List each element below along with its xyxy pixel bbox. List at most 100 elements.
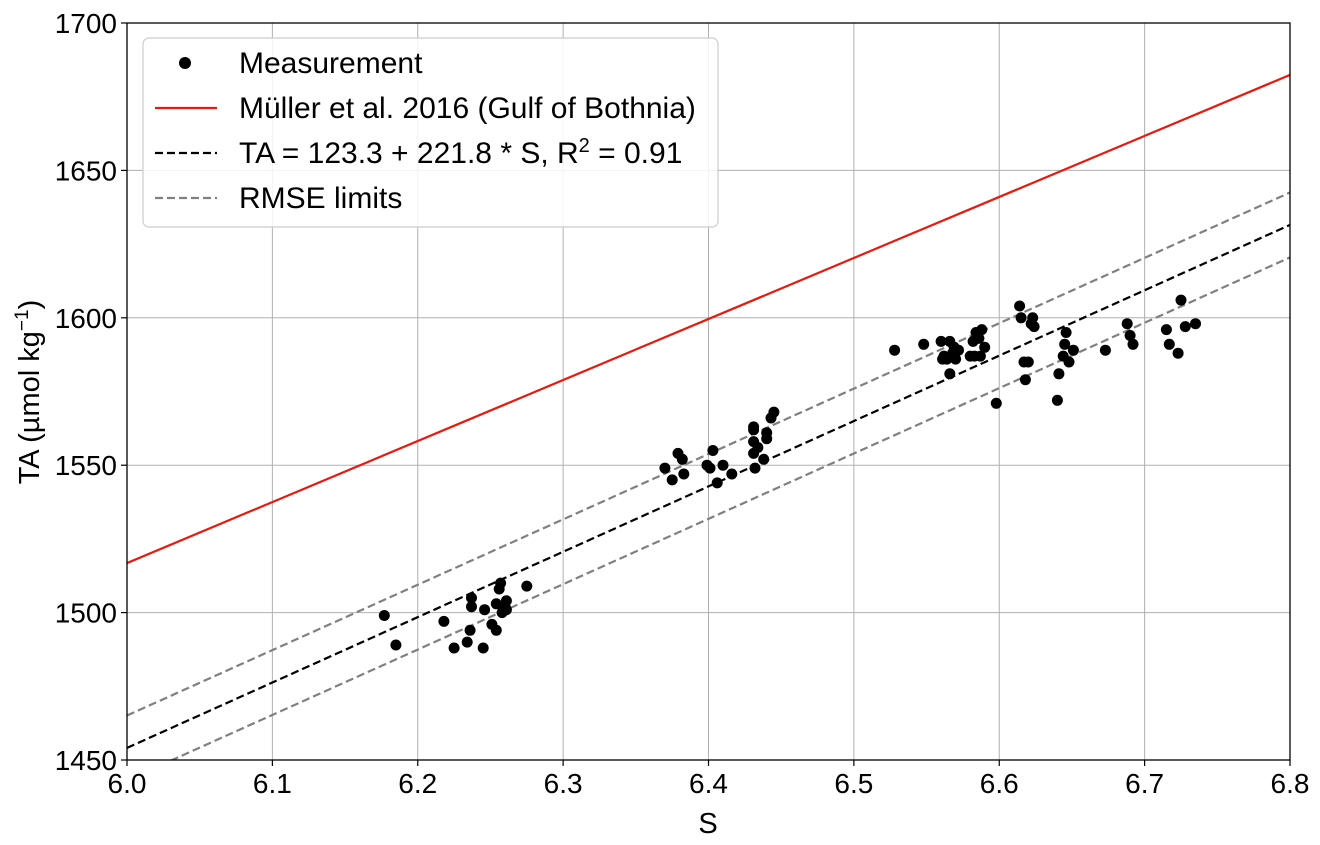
measurement-point bbox=[1027, 312, 1039, 324]
series-line-rmse-limits bbox=[169, 256, 1290, 760]
measurement-point bbox=[758, 453, 770, 465]
y-tick-label: 1450 bbox=[55, 745, 117, 776]
measurement-point bbox=[1019, 374, 1031, 386]
legend-label-fit-exponent: 2 bbox=[579, 135, 590, 157]
legend-marker-measurement bbox=[179, 57, 191, 69]
measurement-point bbox=[466, 601, 477, 613]
series-line-ta-123-3-221-8-s-r2-0-91 bbox=[127, 223, 1290, 749]
measurement-point bbox=[918, 338, 930, 350]
y-tick-label: 1500 bbox=[55, 598, 117, 629]
measurement-point bbox=[495, 577, 507, 589]
measurement-point bbox=[390, 639, 402, 651]
y-axis-label-exponent: −1 bbox=[12, 309, 33, 331]
legend-label-rmse: RMSE limits bbox=[239, 182, 402, 215]
measurement-point bbox=[438, 615, 450, 627]
measurement-point bbox=[1028, 321, 1040, 333]
measurement-point bbox=[464, 624, 476, 636]
measurement-point bbox=[1190, 318, 1201, 330]
x-tick-label: 6.7 bbox=[1125, 768, 1164, 799]
axis-ticks: 6.0 6.1 6.2 6.3 6.4 6.5 6.6 6.7 6.8 1450 1500 1550 1… bbox=[55, 8, 1310, 799]
y-tick-label: 1550 bbox=[55, 450, 117, 481]
measurement-point bbox=[1172, 347, 1184, 359]
plot-area bbox=[127, 73, 1290, 760]
measurement-point bbox=[490, 598, 502, 610]
measurement-point bbox=[676, 453, 688, 465]
measurement-point bbox=[761, 433, 773, 445]
x-tick-label: 6.8 bbox=[1271, 768, 1310, 799]
measurement-point bbox=[726, 468, 738, 480]
measurement-point bbox=[678, 468, 690, 480]
measurement-point bbox=[1099, 344, 1111, 356]
measurement-point bbox=[889, 344, 901, 356]
legend-label-fit-tail: = 0.91 bbox=[590, 137, 683, 170]
x-tick-label: 6.4 bbox=[689, 768, 728, 799]
x-axis-label: S bbox=[698, 808, 717, 840]
legend-label-fit: TA = 123.3 + 221.8 * S, R2 = 0.91 bbox=[239, 135, 682, 170]
measurement-point bbox=[768, 406, 780, 418]
measurement-point bbox=[1163, 338, 1175, 350]
measurement-point bbox=[1060, 327, 1072, 338]
measurement-point bbox=[490, 624, 502, 636]
measurement-point bbox=[974, 350, 986, 362]
measurement-point bbox=[448, 642, 460, 654]
measurement-point bbox=[1051, 394, 1063, 406]
measurement-point bbox=[1059, 338, 1071, 350]
measurement-point bbox=[711, 477, 723, 489]
series-line-rmse-limits bbox=[127, 191, 1290, 717]
legend-label-muller: Müller et al. 2016 (Gulf of Bothnia) bbox=[239, 92, 696, 125]
measurement-point bbox=[707, 445, 719, 456]
measurement-point bbox=[461, 636, 473, 648]
x-tick-label: 6.0 bbox=[108, 768, 147, 799]
measurement-point bbox=[1175, 294, 1187, 306]
y-axis-label: TA (µmol kg−1) bbox=[12, 300, 46, 485]
measurement-point bbox=[466, 592, 477, 604]
y-axis-label-close: ) bbox=[14, 300, 46, 310]
measurement-point bbox=[477, 642, 489, 654]
x-tick-label: 6.2 bbox=[398, 768, 437, 799]
legend-label-measurement: Measurement bbox=[239, 47, 423, 80]
x-tick-label: 6.1 bbox=[253, 768, 292, 799]
legend-label-fit-main: TA = 123.3 + 221.8 * S, R bbox=[239, 137, 579, 170]
measurement-point bbox=[1053, 368, 1065, 380]
scatter-points bbox=[378, 294, 1201, 654]
measurement-point bbox=[500, 604, 512, 616]
measurement-point bbox=[752, 442, 764, 453]
measurement-point bbox=[935, 335, 947, 347]
y-tick-label: 1700 bbox=[55, 8, 117, 39]
y-axis-label-main: TA (µmol kg bbox=[14, 331, 46, 484]
measurement-point bbox=[521, 580, 533, 592]
measurement-point bbox=[704, 462, 716, 474]
series-line-m-ller-et-al-2016-gulf-o bbox=[127, 73, 1290, 565]
measurement-point bbox=[976, 324, 988, 336]
measurement-point bbox=[500, 595, 512, 607]
measurement-point bbox=[479, 604, 491, 616]
measurement-point bbox=[950, 353, 962, 365]
x-tick-label: 6.3 bbox=[544, 768, 583, 799]
measurement-point bbox=[1022, 356, 1034, 368]
measurement-point bbox=[1063, 356, 1075, 368]
measurement-point bbox=[1014, 300, 1026, 312]
measurement-point bbox=[1179, 321, 1191, 333]
x-tick-label: 6.6 bbox=[980, 768, 1019, 799]
measurement-point bbox=[990, 397, 1002, 409]
measurement-point bbox=[944, 368, 956, 380]
measurement-point bbox=[973, 332, 985, 344]
measurement-point bbox=[1160, 324, 1172, 336]
y-tick-label: 1650 bbox=[55, 155, 117, 186]
measurement-point bbox=[717, 459, 729, 471]
measurement-point bbox=[979, 341, 991, 353]
measurement-point bbox=[1124, 330, 1136, 341]
measurement-point bbox=[1121, 318, 1133, 330]
measurement-point bbox=[1067, 344, 1079, 356]
y-tick-label: 1600 bbox=[55, 303, 117, 334]
legend: Measurement Müller et al. 2016 (Gulf of … bbox=[142, 37, 719, 228]
measurement-point bbox=[659, 462, 671, 474]
measurement-point bbox=[1015, 312, 1027, 324]
legend-box bbox=[142, 37, 719, 228]
measurement-point bbox=[748, 424, 760, 436]
x-tick-label: 6.5 bbox=[834, 768, 873, 799]
measurement-point bbox=[666, 474, 678, 486]
measurement-point bbox=[378, 610, 390, 621]
measurement-point bbox=[953, 344, 964, 356]
